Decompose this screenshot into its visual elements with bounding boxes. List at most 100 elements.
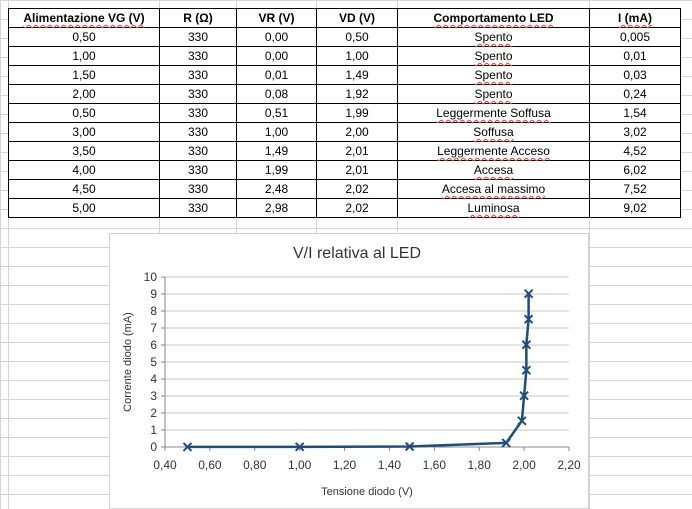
y-tick-label: 7: [150, 321, 157, 335]
table-cell[interactable]: 6,02: [589, 160, 681, 180]
table-cell[interactable]: 2,01: [316, 141, 398, 161]
table-cell[interactable]: 330: [159, 179, 237, 199]
table-cell[interactable]: 7,52: [589, 179, 681, 199]
table-cell[interactable]: 3,02: [589, 122, 681, 142]
marker-stroke: [521, 339, 532, 350]
header-cell[interactable]: Comportamento LED: [397, 8, 590, 28]
table-cell[interactable]: 330: [159, 103, 237, 123]
table-cell[interactable]: 2,48: [236, 179, 317, 199]
table-cell[interactable]: 9,02: [589, 198, 681, 218]
data-point-marker: [523, 314, 534, 324]
table-cell[interactable]: Accesa: [397, 160, 590, 180]
table-cell[interactable]: 1,49: [236, 141, 317, 161]
header-cell[interactable]: VD (V): [316, 8, 398, 28]
x-tick-label: 1,40: [378, 458, 402, 472]
header-cell[interactable]: VR (V): [236, 8, 317, 28]
x-tick-label: 1,60: [423, 458, 447, 472]
table-row: 1,50 330 0,01 1,49 Spento 0,03: [8, 65, 681, 85]
y-tick-label: 1: [150, 423, 157, 437]
data-point-marker: [294, 442, 305, 452]
data-point-marker: [521, 339, 532, 350]
table-row: 1,00 330 0,00 1,00 Spento 0,01: [8, 46, 681, 66]
chart-container[interactable]: V/I relativa al LED 0 1 2 3 4 5 6 7 8 9 10 0,40 0,60 0…: [109, 233, 589, 509]
table-cell[interactable]: 1,50: [8, 65, 160, 85]
table-cell[interactable]: Accesa al massimo: [397, 179, 590, 199]
table-cell[interactable]: 1,99: [316, 103, 398, 123]
table-cell[interactable]: 0,51: [236, 103, 317, 123]
table-cell[interactable]: Spento: [397, 46, 590, 66]
table-cell[interactable]: 0,01: [236, 65, 317, 85]
table-cell[interactable]: 2,02: [316, 179, 398, 199]
table-cell[interactable]: 2,00: [316, 122, 398, 142]
table-cell[interactable]: 2,00: [8, 84, 160, 104]
table-cell[interactable]: Spento: [397, 84, 590, 104]
marker-stroke: [517, 416, 527, 426]
marker-stroke: [521, 365, 532, 375]
table-cell[interactable]: 330: [159, 65, 237, 85]
table-cell[interactable]: Luminosa: [397, 198, 590, 218]
data-table: Alimentazione VG (V) R (Ω) VR (V) VD (V)…: [8, 8, 681, 218]
table-cell[interactable]: 0,01: [589, 46, 681, 66]
table-cell[interactable]: Soffusa: [397, 122, 590, 142]
marker-stroke: [523, 314, 534, 324]
table-cell[interactable]: 2,01: [316, 160, 398, 180]
table-cell[interactable]: 330: [159, 27, 237, 47]
table-cell[interactable]: 1,99: [236, 160, 317, 180]
table-cell[interactable]: 2,02: [316, 198, 398, 218]
table-row: 3,00 330 1,00 2,00 Soffusa 3,02: [8, 122, 681, 142]
table-cell[interactable]: Spento: [397, 27, 590, 47]
y-axis-label: Corrente diodo (mA): [122, 312, 134, 412]
table-cell[interactable]: 5,00: [8, 198, 160, 218]
table-cell[interactable]: 1,00: [8, 46, 160, 66]
table-cell[interactable]: 0,50: [316, 27, 398, 47]
data-point-marker: [523, 288, 534, 299]
table-row: 2,00 330 0,08 1,92 Spento 0,24: [8, 84, 681, 104]
table-cell[interactable]: 1,54: [589, 103, 681, 123]
header-cell[interactable]: R (Ω): [159, 8, 237, 28]
table-cell[interactable]: 330: [159, 122, 237, 142]
table-cell[interactable]: 3,00: [8, 122, 160, 142]
table-row: 3,50 330 1,49 2,01 Leggermente Acceso 4,52: [8, 141, 681, 161]
table-cell[interactable]: 0,08: [236, 84, 317, 104]
table-cell[interactable]: 1,49: [316, 65, 398, 85]
table-cell[interactable]: Leggermente Acceso: [397, 141, 590, 161]
table-cell[interactable]: Spento: [397, 65, 590, 85]
x-tick-label: 1,00: [288, 458, 312, 472]
table-cell[interactable]: 4,00: [8, 160, 160, 180]
table-cell[interactable]: 330: [159, 141, 237, 161]
data-point-marker: [182, 442, 193, 452]
x-tick-label: 1,20: [333, 458, 357, 472]
chart-svg: V/I relativa al LED 0 1 2 3 4 5 6 7 8 9 10 0,40 0,60 0…: [109, 233, 589, 509]
table-row: 0,50 330 0,51 1,99 Leggermente Soffusa 1,54: [8, 103, 681, 123]
marker-stroke: [294, 442, 305, 452]
table-cell[interactable]: 1,00: [236, 122, 317, 142]
data-point-marker: [501, 438, 511, 448]
table-cell[interactable]: 1,92: [316, 84, 398, 104]
table-cell[interactable]: 330: [159, 198, 237, 218]
table-header-row: Alimentazione VG (V) R (Ω) VR (V) VD (V)…: [8, 8, 681, 28]
table-cell[interactable]: 0,50: [8, 103, 160, 123]
table-cell[interactable]: 4,50: [8, 179, 160, 199]
table-row: 5,00 330 2,98 2,02 Luminosa 9,02: [8, 198, 681, 218]
table-cell[interactable]: 0,50: [8, 27, 160, 47]
table-cell[interactable]: 0,005: [589, 27, 681, 47]
table-cell[interactable]: Leggermente Soffusa: [397, 103, 590, 123]
table-cell[interactable]: 330: [159, 46, 237, 66]
table-cell[interactable]: 4,52: [589, 141, 681, 161]
y-tick-label: 3: [150, 389, 157, 403]
table-cell[interactable]: 3,50: [8, 141, 160, 161]
table-cell[interactable]: 1,00: [316, 46, 398, 66]
header-cell[interactable]: Alimentazione VG (V): [8, 8, 160, 28]
table-cell[interactable]: 0,03: [589, 65, 681, 85]
table-cell[interactable]: 2,98: [236, 198, 317, 218]
column-divider: [8, 0, 9, 509]
table-cell[interactable]: 0,00: [236, 27, 317, 47]
table-cell[interactable]: 330: [159, 84, 237, 104]
table-cell[interactable]: 0,24: [589, 84, 681, 104]
table-cell[interactable]: 0,00: [236, 46, 317, 66]
y-tick-label: 2: [150, 406, 157, 420]
y-tick-label: 9: [150, 287, 157, 301]
table-cell[interactable]: 330: [159, 160, 237, 180]
x-tick-label: 0,40: [153, 458, 177, 472]
header-cell[interactable]: I (mA): [589, 8, 681, 28]
